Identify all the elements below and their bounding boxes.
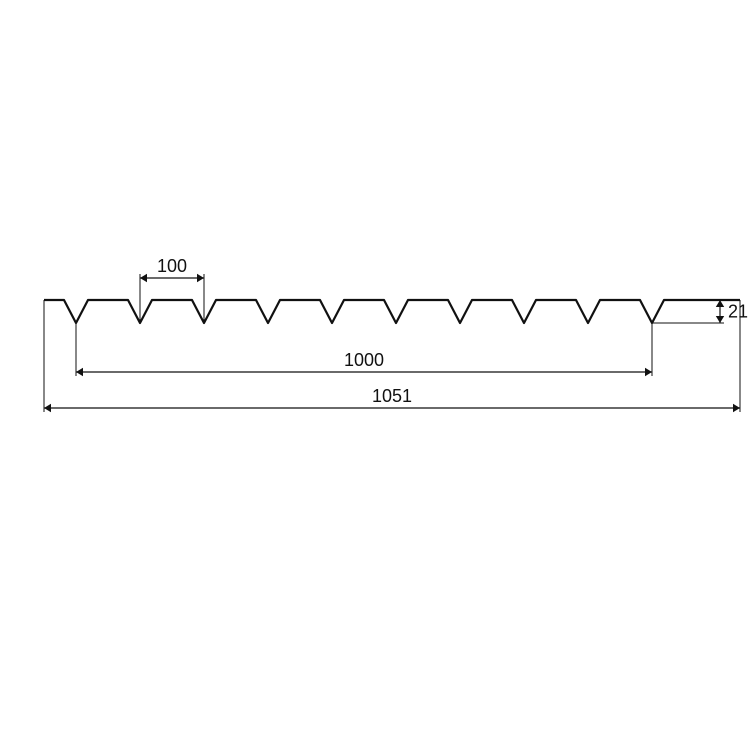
dim-label: 1051 xyxy=(372,386,412,406)
corrugated-profile xyxy=(44,300,740,323)
profile-diagram: 100 1000 1051 21 xyxy=(0,0,750,750)
dimension-lines: 100 1000 1051 21 xyxy=(44,256,748,412)
dim-label: 1000 xyxy=(344,350,384,370)
dim-label: 21 xyxy=(728,302,748,322)
dim-label: 100 xyxy=(157,256,187,276)
